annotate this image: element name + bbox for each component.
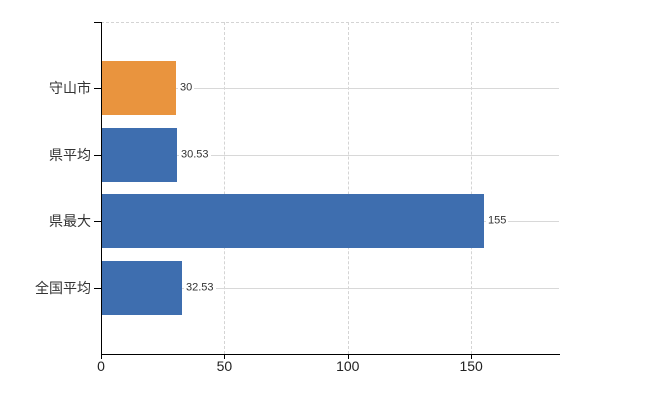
x-axis-line [101,354,560,355]
x-axis-tick [101,355,102,359]
x-tick-label: 150 [459,358,483,374]
y-axis-tick [94,154,101,156]
x-axis-tick [471,355,473,359]
x-tick-label: 0 [97,358,105,374]
y-axis-tick [94,88,101,90]
bar-value-label: 32.53 [184,281,216,295]
category-gridline [101,287,559,289]
category-gridline [101,88,559,90]
x-axis-tick [224,355,226,359]
y-axis-tick [94,287,101,289]
x-tick-label: 100 [336,358,360,374]
y-axis-tick [94,221,101,223]
x-tick-label: 50 [216,358,233,374]
x-axis-tick [347,355,349,359]
y-axis-line [101,22,102,355]
bar-value-label: 30 [178,81,195,95]
bar-value-label: 30.53 [179,148,211,162]
category-label: 県平均 [49,146,91,163]
bar-value-label: 155 [486,214,509,228]
category-label: 守山市 [49,80,91,97]
plot-top-gridline [101,22,559,23]
category-label: 全国平均 [35,279,91,296]
category-gridline [101,154,559,156]
bar [102,127,177,182]
vertical-gridline [224,22,226,354]
y-axis-tick [94,22,101,23]
category-label: 県最大 [49,213,91,230]
vertical-gridline [347,22,349,354]
vertical-gridline [471,22,473,354]
bar [102,260,182,315]
bar [102,194,484,249]
bar [102,61,176,116]
